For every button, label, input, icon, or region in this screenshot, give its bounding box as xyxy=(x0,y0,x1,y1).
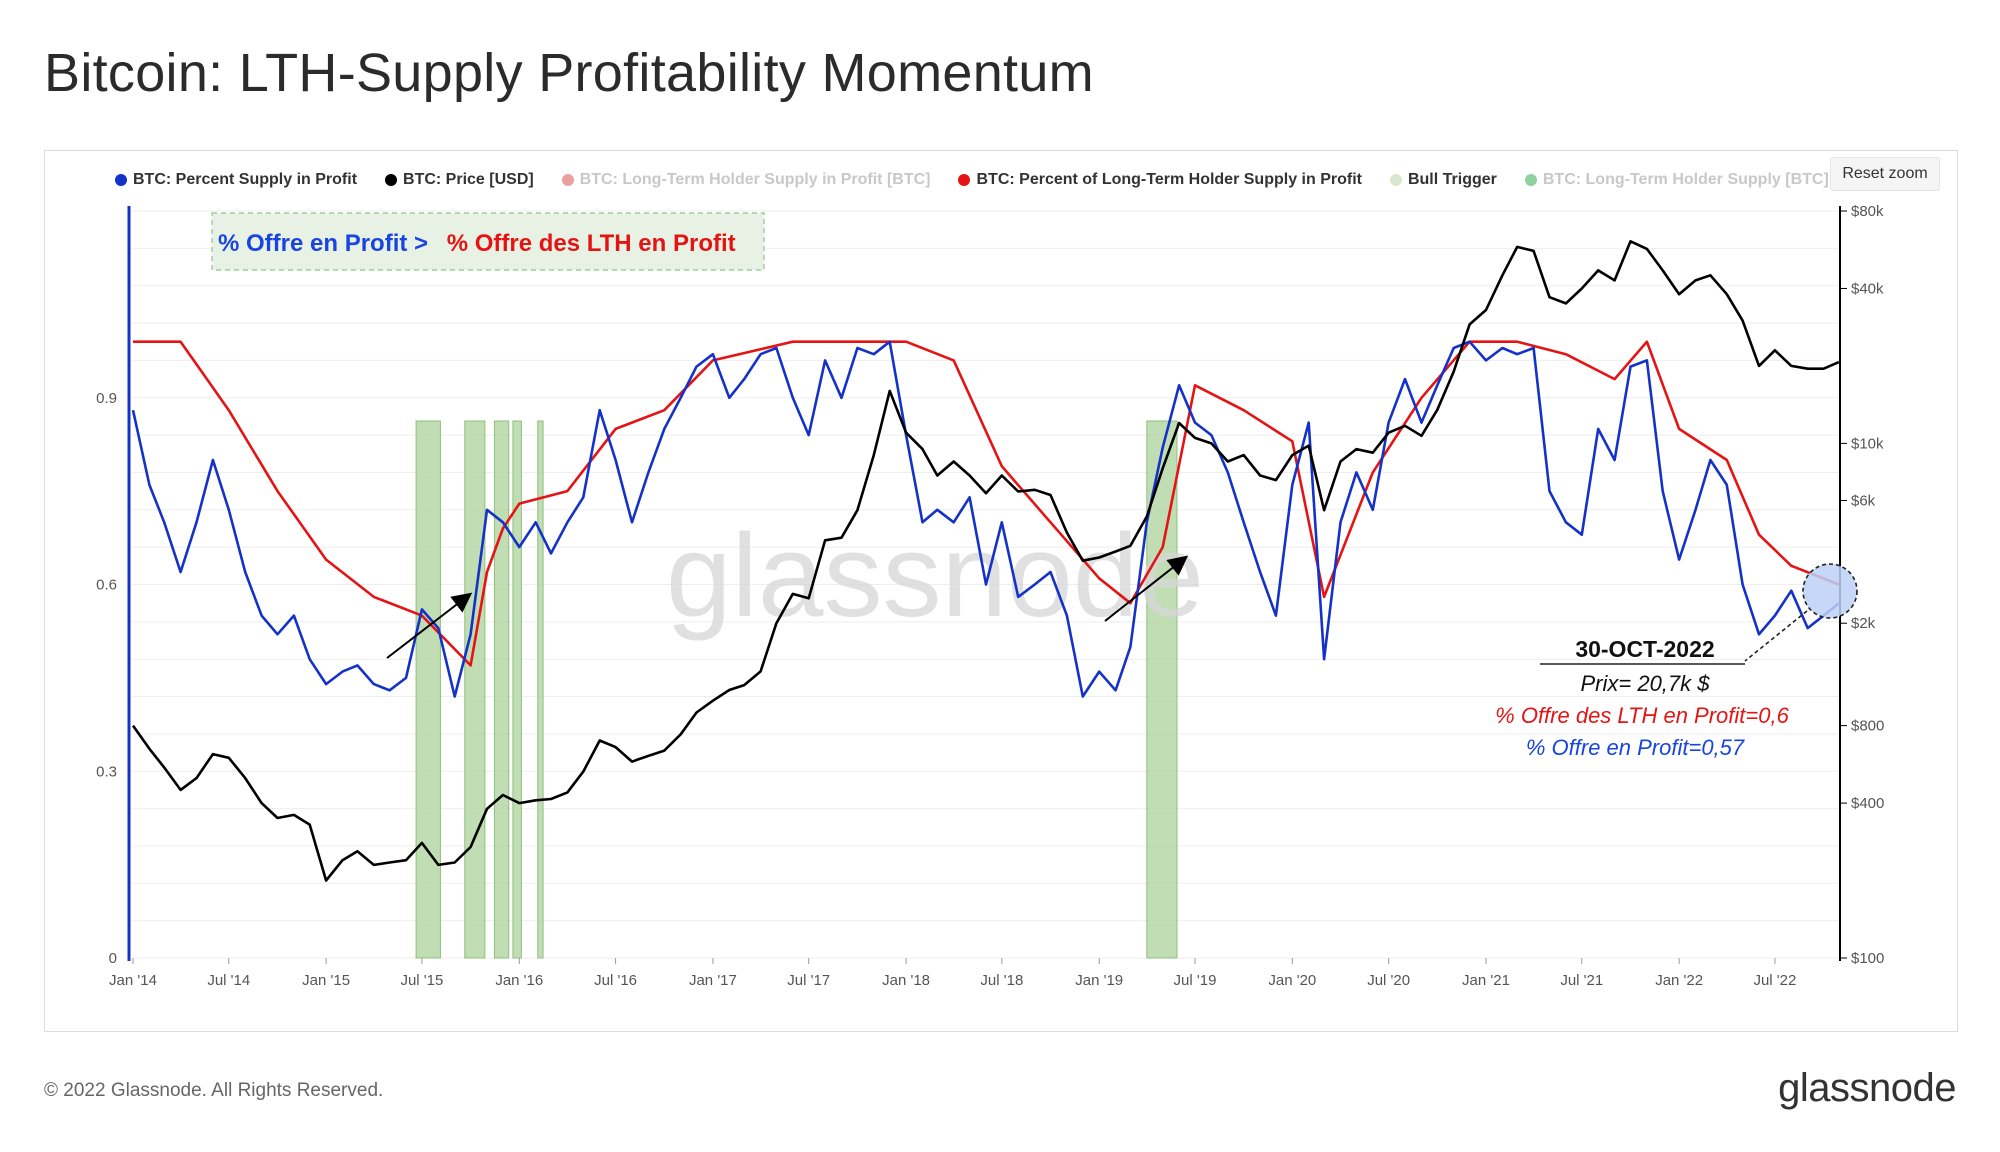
series-line-2 xyxy=(131,240,1840,882)
legend-item[interactable]: BTC: Percent of Long-Term Holder Supply … xyxy=(958,165,1362,195)
x-tick-label: Jan '20 xyxy=(1268,972,1316,989)
annotation-box-red: % Offre des LTH en Profit xyxy=(447,230,736,257)
y-left-tick-label: 0.3 xyxy=(96,763,117,780)
y-right-tick-label: $100 xyxy=(1851,950,1884,967)
x-tick-label: Jan '14 xyxy=(109,972,157,989)
legend-dot-icon xyxy=(115,174,127,186)
x-tick-label: Jul '18 xyxy=(980,972,1023,989)
y-right-tick-label: $2k xyxy=(1851,615,1876,632)
callout-date: 30-OCT-2022 xyxy=(1575,636,1714,662)
x-tick-label: Jul '15 xyxy=(400,972,443,989)
x-tick-label: Jan '19 xyxy=(1075,972,1123,989)
axis-layer: 0 0.3 0.6 0.9 $100 $400 $800 $2k $6k $10k $40k $80k… xyxy=(96,203,1884,989)
y-right-tick-label: $80k xyxy=(1851,203,1884,220)
legend-item[interactable]: BTC: Long-Term Holder Supply [BTC] xyxy=(1524,165,1829,195)
x-tick-label: Jan '17 xyxy=(689,972,737,989)
series-line-0 xyxy=(131,340,1840,698)
y-left-tick-label: 0.9 xyxy=(96,390,117,407)
annotation-box: % Offre en Profit > % Offre des LTH en P… xyxy=(211,212,765,271)
legend-dot-icon xyxy=(958,174,971,186)
x-tick-label: Jan '15 xyxy=(302,972,350,989)
footer-copyright: © 2022 Glassnode. All Rights Reserved. xyxy=(44,1080,384,1101)
x-tick-label: Jul '19 xyxy=(1174,972,1217,989)
y-right-tick-label: $400 xyxy=(1851,795,1884,812)
x-tick-label: Jul '17 xyxy=(787,972,830,989)
y-left-tick-label: 0.6 xyxy=(96,577,117,594)
y-right-tick-label: $40k xyxy=(1851,280,1884,297)
x-tick-label: Jan '21 xyxy=(1462,972,1510,989)
legend: BTC: Percent Supply in Profit BTC: Price … xyxy=(45,165,1840,195)
annotation-box-blue: % Offre en Profit > xyxy=(218,230,428,257)
callout-lth: % Offre des LTH en Profit=0,6 xyxy=(1495,703,1789,728)
x-tick-label: Jan '22 xyxy=(1655,972,1703,989)
bull-trigger-band xyxy=(537,420,544,959)
callout-supply: % Offre en Profit=0,57 xyxy=(1526,735,1745,760)
brand-logo: glassnode xyxy=(1778,1066,1956,1110)
series-layer xyxy=(131,240,1840,882)
callout-price: Prix= 20,7k $ xyxy=(1580,671,1710,696)
reset-zoom-button[interactable]: Reset zoom xyxy=(1830,157,1940,191)
legend-item[interactable]: Bull Trigger xyxy=(1389,165,1497,195)
legend-label: BTC: Long-Term Holder Supply [BTC] xyxy=(1542,171,1829,188)
bull-trigger-band xyxy=(493,420,510,959)
x-tick-label: Jan '16 xyxy=(495,972,543,989)
annotation-box-bg xyxy=(211,212,765,271)
y-right-tick-label: $800 xyxy=(1851,718,1884,735)
legend-label: Bull Trigger xyxy=(1407,171,1497,188)
y-left-tick-label: 0 xyxy=(109,950,117,967)
chart-svg: glassnode 0 0.3 0.6 0.9 $100 $400 $800 $2k $6k $1… xyxy=(96,203,1884,989)
x-tick-label: Jul '20 xyxy=(1367,972,1410,989)
x-tick-label: Jul '21 xyxy=(1560,972,1603,989)
latest-point-highlight xyxy=(1802,563,1858,619)
x-tick-label: Jul '14 xyxy=(207,972,250,989)
legend-item[interactable]: BTC: Long-Term Holder Supply in Profit [… xyxy=(561,165,931,195)
legend-label: BTC: Price [USD] xyxy=(403,171,534,188)
annotation-box-text: % Offre en Profit > % Offre des LTH en P… xyxy=(218,230,736,257)
bull-trigger-band xyxy=(464,420,486,959)
x-tick-label: Jul '22 xyxy=(1753,972,1796,989)
bull-trigger-band xyxy=(415,420,441,959)
y-right-tick-label: $6k xyxy=(1851,492,1876,509)
x-tick-label: Jan '18 xyxy=(882,972,930,989)
y-right-tick-label: $10k xyxy=(1851,435,1884,452)
legend-dot-icon xyxy=(561,174,574,186)
bull-trigger-band xyxy=(1146,420,1178,959)
legend-item[interactable]: BTC: Percent Supply in Profit xyxy=(115,165,357,195)
legend-dot-icon xyxy=(385,174,398,186)
legend-label: BTC: Percent of Long-Term Holder Supply … xyxy=(976,171,1362,188)
legend-label: BTC: Percent Supply in Profit xyxy=(133,171,358,188)
page-title: Bitcoin: LTH-Supply Profitability Moment… xyxy=(44,43,1094,103)
watermark: glassnode xyxy=(666,510,1204,642)
legend-dot-icon xyxy=(1524,174,1537,186)
arrow-2019 xyxy=(1104,555,1189,622)
x-tick-label: Jul '16 xyxy=(594,972,637,989)
chart-panel: BTC: Percent Supply in Profit BTC: Price … xyxy=(44,150,1958,1032)
bull-trigger-band xyxy=(512,420,522,959)
callout-leader xyxy=(1744,610,1808,662)
legend-item[interactable]: BTC: Price [USD] xyxy=(385,165,534,195)
legend-dot-icon xyxy=(1389,174,1402,186)
legend-label: BTC: Long-Term Holder Supply in Profit [… xyxy=(579,171,931,188)
arrow-2015 xyxy=(386,592,473,659)
